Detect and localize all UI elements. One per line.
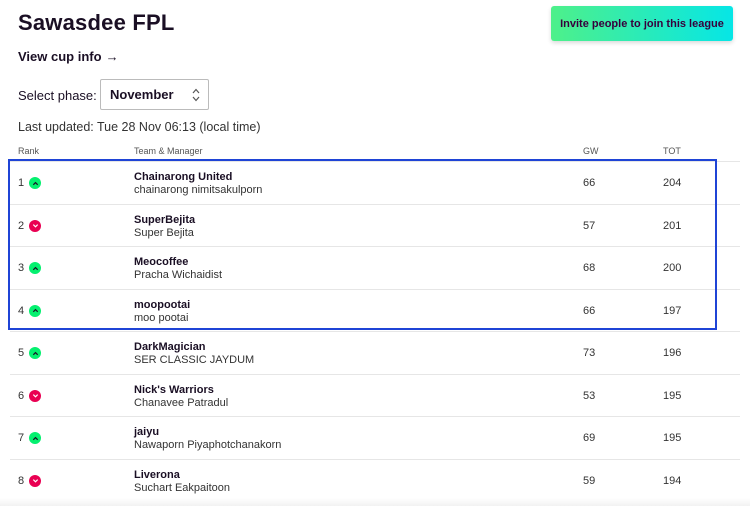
arrow-right-icon: →	[105, 49, 119, 64]
league-title: Sawasdee FPL	[18, 10, 175, 35]
rank-down-icon	[29, 219, 41, 232]
rank-up-icon	[29, 177, 41, 189]
standings-table-header: Rank Team & Manager GW TOT	[10, 145, 740, 161]
row-manager-name: SER CLASSIC JAYDUM	[134, 354, 255, 366]
row-manager-name: Suchart Eakpaitoon	[134, 481, 231, 494]
invite-people-button[interactable]: Invite people to join this league	[551, 6, 733, 41]
row-team-name[interactable]: Nick's Warriors	[134, 383, 214, 396]
header-tot: TOT	[663, 146, 681, 156]
row-rank: 7	[18, 432, 25, 444]
row-total-points: 197	[663, 304, 682, 317]
row-rank: 8	[18, 474, 25, 487]
row-total-points: 200	[663, 262, 682, 274]
rank-up-icon	[29, 432, 41, 444]
view-cup-info-link[interactable]: View cup info →	[18, 49, 119, 64]
row-total-points: 195	[663, 389, 682, 402]
row-gw-points: 73	[583, 347, 596, 359]
table-row[interactable]: 1 Chainarong United chainarong nimitsakulp…	[10, 161, 740, 204]
row-total-points: 204	[663, 177, 682, 189]
row-team-name[interactable]: DarkMagician	[134, 341, 206, 353]
table-row[interactable]: 7 jaiyu Nawaporn Piyaphotchanakorn 69 195	[10, 416, 740, 459]
row-manager-name: Super Bejita	[134, 226, 194, 239]
row-total-points: 196	[663, 347, 682, 359]
row-total-points: 201	[663, 219, 682, 232]
bottom-fade	[0, 498, 750, 506]
row-rank: 1	[18, 177, 25, 189]
header-team-manager: Team & Manager	[134, 146, 203, 156]
row-gw-points: 69	[583, 432, 596, 444]
row-manager-name: Pracha Wichaidist	[134, 269, 223, 281]
row-gw-points: 57	[583, 219, 596, 232]
header-rank: Rank	[18, 146, 40, 156]
table-row[interactable]: 2 SuperBejita Super Bejita 57 201	[10, 203, 740, 247]
table-row[interactable]: 3 Meocoffee Pracha Wichaidist 68 200	[10, 246, 740, 289]
row-rank: 3	[18, 262, 25, 274]
header-gw: GW	[583, 146, 599, 156]
rank-up-icon	[29, 262, 41, 274]
row-team-name[interactable]: SuperBejita	[134, 213, 196, 226]
row-team-name[interactable]: Meocoffee	[134, 256, 189, 268]
row-rank: 2	[18, 219, 25, 232]
row-rank: 4	[18, 304, 25, 317]
rank-up-icon	[29, 347, 41, 359]
row-team-name[interactable]: Chainarong United	[134, 171, 233, 183]
rank-down-icon	[29, 389, 41, 402]
row-team-name[interactable]: jaiyu	[134, 426, 160, 438]
select-stepper-icon	[192, 88, 200, 102]
row-gw-points: 68	[583, 262, 596, 274]
row-rank: 5	[18, 347, 25, 359]
cup-link-label: View cup info	[18, 49, 102, 64]
last-updated-text: Last updated: Tue 28 Nov 06:13 (local ti…	[18, 120, 261, 134]
row-manager-name: Chanavee Patradul	[134, 396, 229, 409]
phase-label: Select phase:	[18, 88, 97, 103]
phase-select[interactable]: November	[100, 79, 209, 110]
row-manager-name: Nawaporn Piyaphotchanakorn	[134, 439, 282, 451]
rank-down-icon	[29, 474, 41, 487]
row-total-points: 194	[663, 474, 682, 487]
rank-up-icon	[29, 304, 41, 317]
row-total-points: 195	[663, 432, 682, 444]
table-row[interactable]: 8 Liverona Suchart Eakpaitoon 59 194	[10, 458, 740, 502]
row-rank: 6	[18, 389, 25, 402]
row-gw-points: 66	[583, 304, 596, 317]
table-row[interactable]: 4 moopootai moo pootai 66 197	[10, 288, 740, 332]
row-manager-name: chainarong nimitsakulporn	[134, 184, 263, 196]
row-team-name[interactable]: Liverona	[134, 468, 180, 481]
row-gw-points: 53	[583, 389, 596, 402]
table-row[interactable]: 5 DarkMagician SER CLASSIC JAYDUM 73 196	[10, 331, 740, 374]
row-gw-points: 59	[583, 474, 596, 487]
table-row[interactable]: 6 Nick's Warriors Chanavee Patradul 53 195	[10, 373, 740, 417]
row-team-name[interactable]: moopootai	[134, 298, 191, 311]
row-manager-name: moo pootai	[134, 311, 189, 324]
row-gw-points: 66	[583, 177, 596, 189]
phase-selected-value: November	[110, 87, 174, 102]
standings-table-body: 1 Chainarong United chainarong nimitsakulp…	[10, 161, 740, 501]
